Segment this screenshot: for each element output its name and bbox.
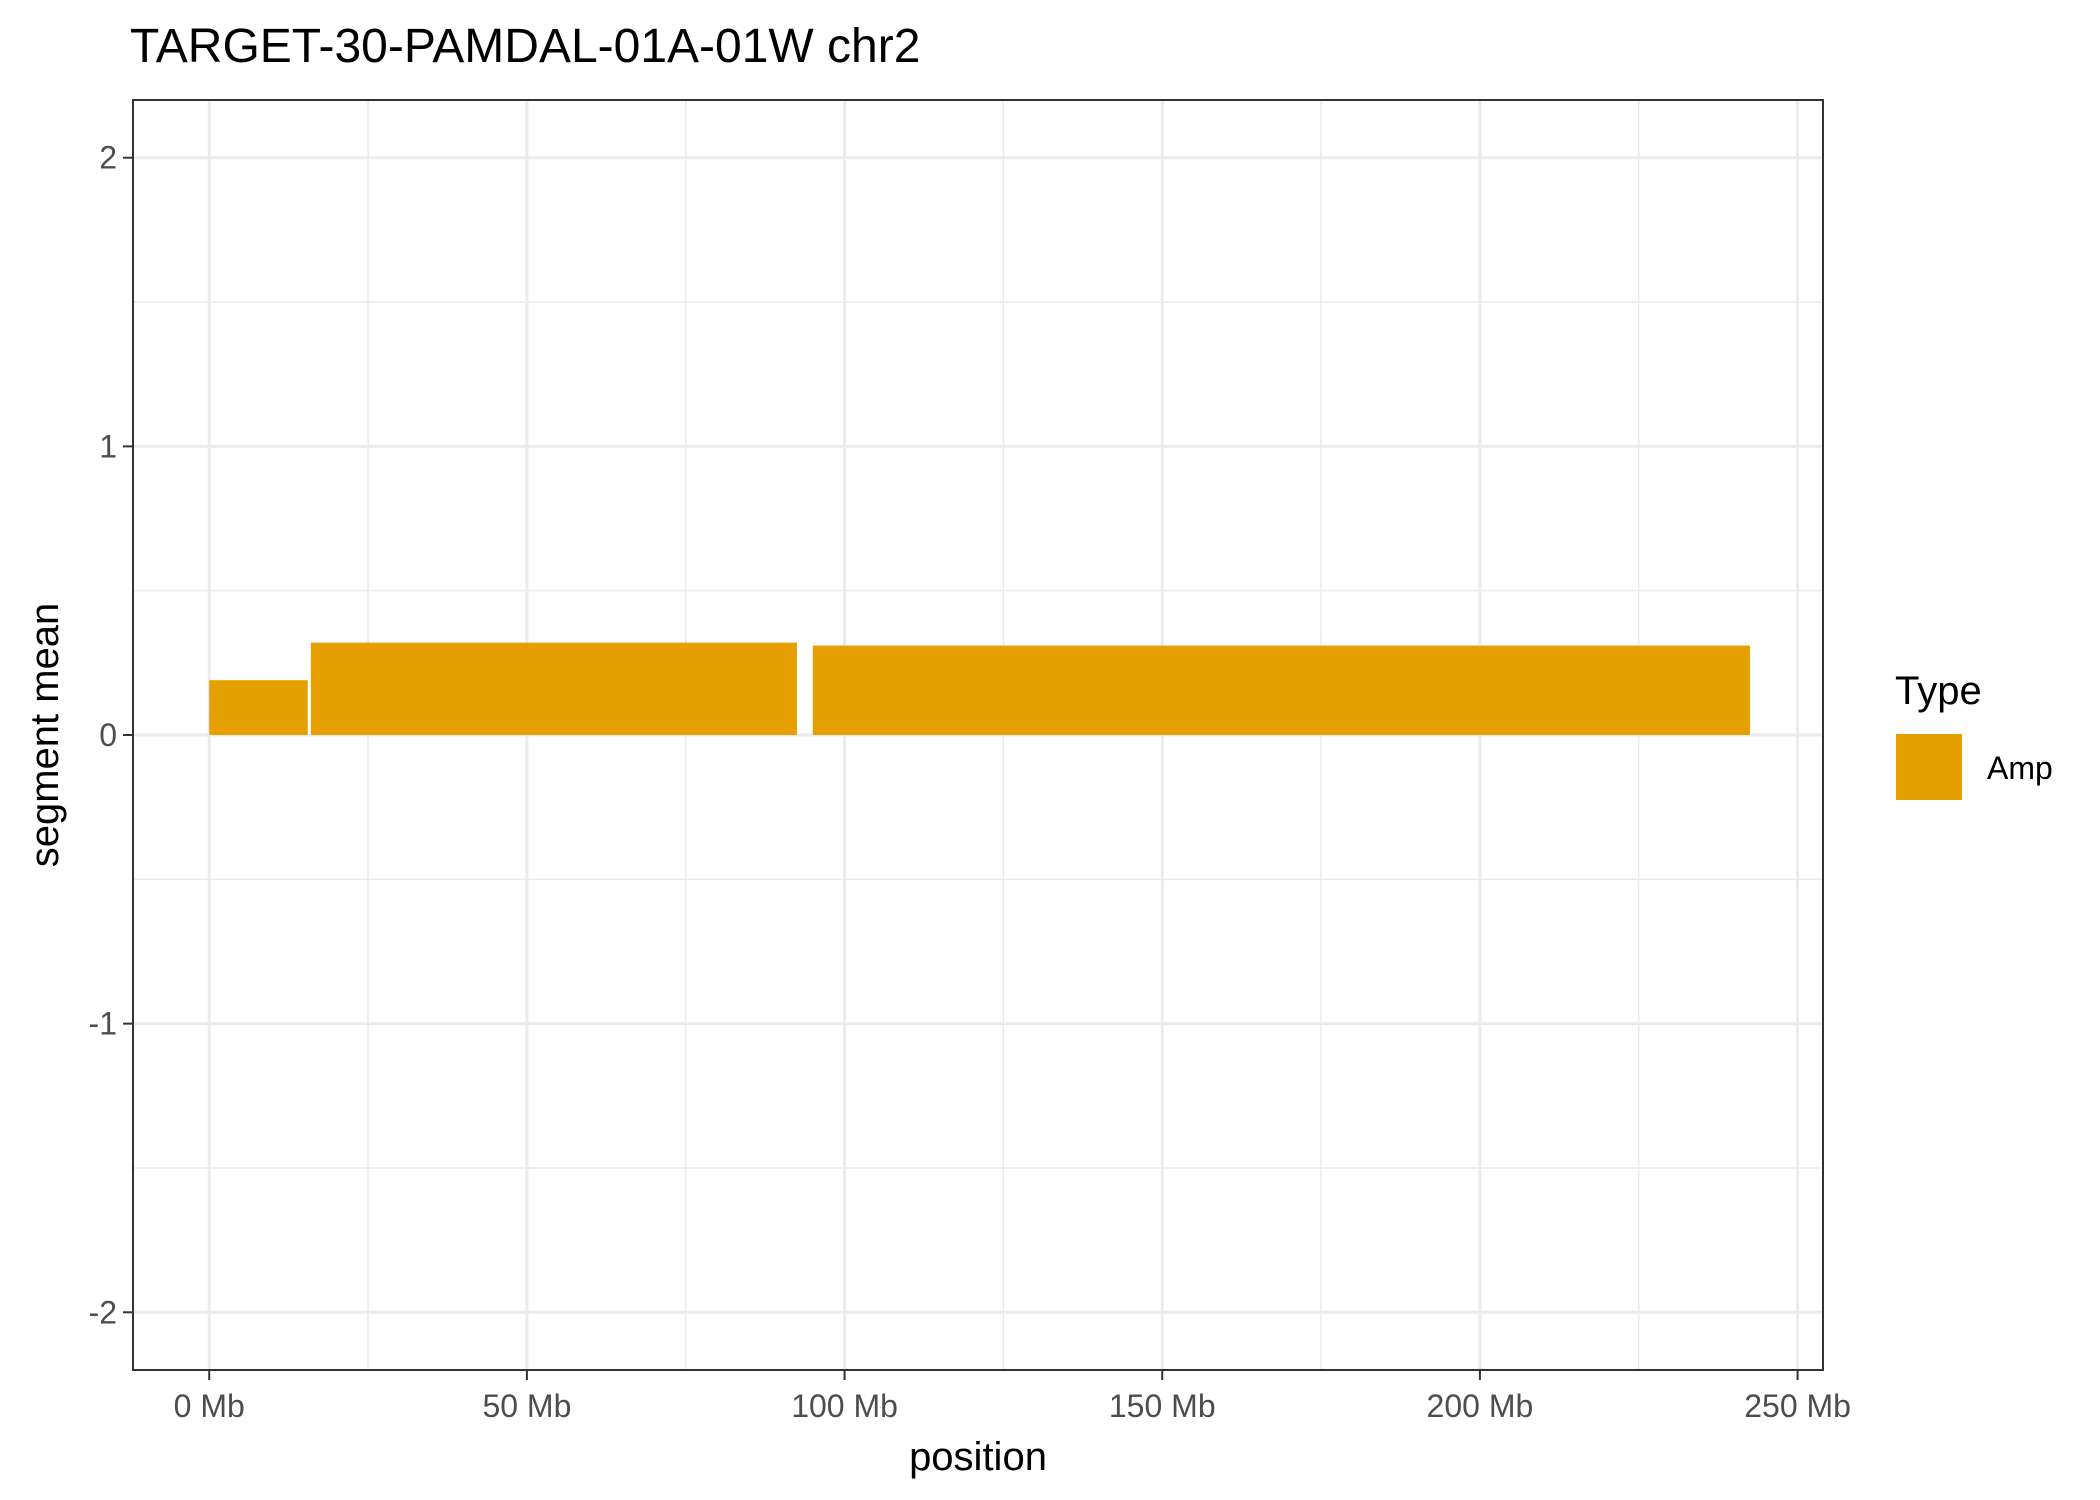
x-axis: 0 Mb 50 Mb 100 Mb 150 Mb 200 Mb 250 Mb [174,1370,1851,1424]
y-tick-label: -2 [89,1294,117,1330]
legend-key-amp [1896,734,1962,800]
y-tick-label: 0 [99,717,117,753]
x-tick-label: 200 Mb [1427,1388,1534,1424]
y-tick-label: 2 [99,140,117,176]
x-axis-title: position [909,1435,1047,1479]
legend: Type Amp [1895,669,2053,800]
x-tick-label: 150 Mb [1109,1388,1216,1424]
segment-bar [310,642,797,735]
segment-bars [209,642,1750,735]
y-axis: 2 1 0 -1 -2 [89,140,133,1330]
legend-title: Type [1895,669,1982,713]
x-tick-label: 100 Mb [791,1388,898,1424]
x-tick-label: 0 Mb [174,1388,245,1424]
segment-bar [812,645,1750,735]
chart-title: TARGET-30-PAMDAL-01A-01W chr2 [130,20,920,73]
legend-label-amp: Amp [1987,750,2053,786]
segment-bar [209,680,308,735]
y-tick-label: -1 [89,1006,117,1042]
y-axis-title: segment mean [23,603,67,868]
x-tick-label: 250 Mb [1744,1388,1851,1424]
x-tick-label: 50 Mb [482,1388,571,1424]
y-tick-label: 1 [99,428,117,464]
